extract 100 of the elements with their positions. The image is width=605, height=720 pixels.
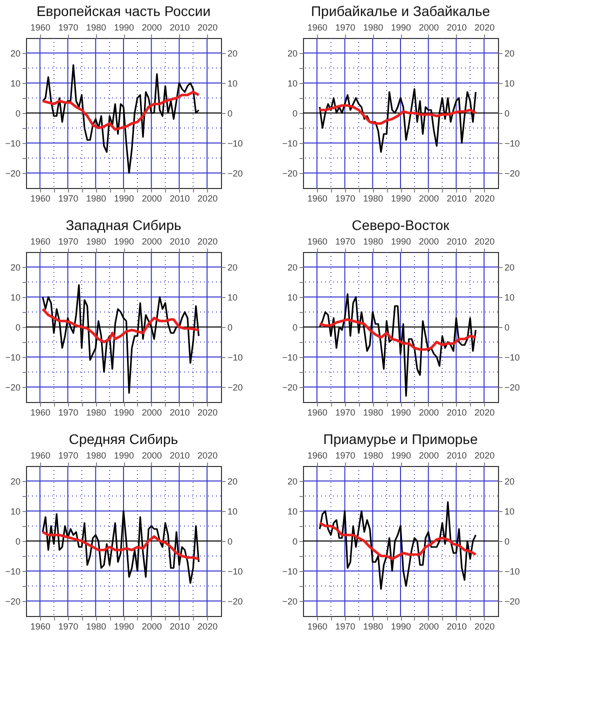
x2-tick-label: 1990 [390,22,412,32]
y2-tick-label: 20 [228,48,238,58]
x-tick-label: 2020 [474,622,495,632]
x2-tick-label: 1980 [86,236,106,246]
x-tick-label: 2020 [474,194,495,204]
y2-tick-label: 10 [228,506,238,516]
x2-tick-label: 1990 [390,236,412,246]
y-tick-label: −20 [5,168,20,178]
x2-tick-label: 2020 [474,450,495,460]
y-tick-label: 10 [10,78,20,88]
y2-tick-label: 10 [504,292,515,302]
x2-tick-label: 2010 [170,450,190,460]
y-tick-label: 10 [10,292,20,302]
y2-tick-label: 20 [504,262,515,272]
chart-title: Северо-Восток [352,217,450,233]
line-series [318,318,478,351]
x-tick-label: 1980 [363,408,384,418]
x2-tick-label: 2010 [170,22,190,32]
x2-tick-label: 2020 [474,236,495,246]
x-tick-label: 1980 [86,408,106,418]
y-tick-label: 20 [287,48,298,58]
x-tick-label: 1960 [30,408,50,418]
x2-tick-label: 2000 [418,450,439,460]
y-tick-label: −10 [5,138,20,148]
x2-tick-label: 1980 [363,22,384,32]
x-tick-label: 1970 [58,194,78,204]
y2-tick-label: 20 [504,476,515,486]
x-tick-label: 1990 [390,408,412,418]
line-series [41,90,200,131]
x2-tick-label: 1960 [307,236,328,246]
y-tick-label: 0 [292,536,298,546]
chart-title: Приамурье и Приморье [323,431,478,447]
x2-tick-label: 1960 [30,450,50,460]
chart-title: Средняя Сибирь [68,431,178,447]
y-tick-label: 20 [10,262,20,272]
x2-tick-label: 2020 [198,22,218,32]
x2-tick-label: 1970 [58,450,78,460]
x2-tick-label: 1970 [58,22,78,32]
x-tick-label: 1980 [86,622,106,632]
y2-tick-label: 0 [228,536,233,546]
y-tick-label: 10 [287,292,298,302]
x2-tick-label: 1970 [335,22,356,32]
x-tick-label: 1960 [307,194,328,204]
x-tick-label: 2020 [198,408,218,418]
x2-tick-label: 2010 [446,236,467,246]
x-tick-label: 1970 [335,408,356,418]
x-tick-label: 2000 [142,194,162,204]
chart-title: Европейская часть России [36,3,211,19]
y2-tick-label: −20 [504,382,520,392]
x-tick-label: 1990 [114,622,134,632]
y-tick-label: 0 [15,322,20,332]
y2-tick-label: 0 [504,536,510,546]
y-tick-label: 10 [287,506,298,516]
y-tick-label: 0 [292,322,298,332]
y2-tick-label: 0 [228,322,233,332]
x2-tick-label: 2000 [142,236,162,246]
y-tick-label: −10 [282,566,298,576]
x-tick-label: 1980 [363,622,384,632]
y2-tick-label: 20 [228,262,238,272]
y2-tick-label: −20 [228,168,243,178]
y2-tick-label: 10 [228,78,238,88]
y2-tick-label: −20 [228,596,243,606]
y2-tick-label: 0 [504,322,510,332]
y2-tick-label: −10 [228,566,243,576]
x-tick-label: 2000 [418,622,439,632]
x2-tick-label: 1970 [58,236,78,246]
y2-tick-label: 10 [504,78,515,88]
x-tick-label: 1990 [390,622,412,632]
line-series [318,104,478,125]
y-tick-label: 20 [287,476,298,486]
x-tick-label: 1960 [307,622,328,632]
x2-tick-label: 1970 [335,450,356,460]
x-tick-label: 1990 [114,408,134,418]
x2-tick-label: 1960 [30,22,50,32]
x-tick-label: 1980 [86,194,106,204]
y-tick-label: −20 [282,596,298,606]
x2-tick-label: 2010 [446,22,467,32]
y-tick-label: 10 [10,506,20,516]
y-tick-label: −10 [282,138,298,148]
x-tick-label: 1970 [335,622,356,632]
x-tick-label: 1980 [363,194,384,204]
x-tick-label: 2000 [142,408,162,418]
chart-title: Прибайкалье и Забайкалье [310,3,490,19]
y2-tick-label: 20 [504,48,515,58]
x2-tick-label: 1990 [114,22,134,32]
x2-tick-label: 1980 [363,236,384,246]
y-tick-label: −20 [5,596,20,606]
x2-tick-label: 1990 [390,450,412,460]
x-tick-label: 1960 [30,622,50,632]
y-tick-label: 0 [15,108,20,118]
x2-tick-label: 2000 [142,450,162,460]
y-tick-label: 20 [287,262,298,272]
x-tick-label: 2010 [170,408,190,418]
x2-tick-label: 1960 [307,22,328,32]
x-tick-label: 2000 [418,408,439,418]
y-tick-label: −20 [282,382,298,392]
x2-tick-label: 2000 [418,22,439,32]
x-tick-label: 1970 [58,408,78,418]
x2-tick-label: 2020 [198,236,218,246]
x-tick-label: 2010 [170,622,190,632]
